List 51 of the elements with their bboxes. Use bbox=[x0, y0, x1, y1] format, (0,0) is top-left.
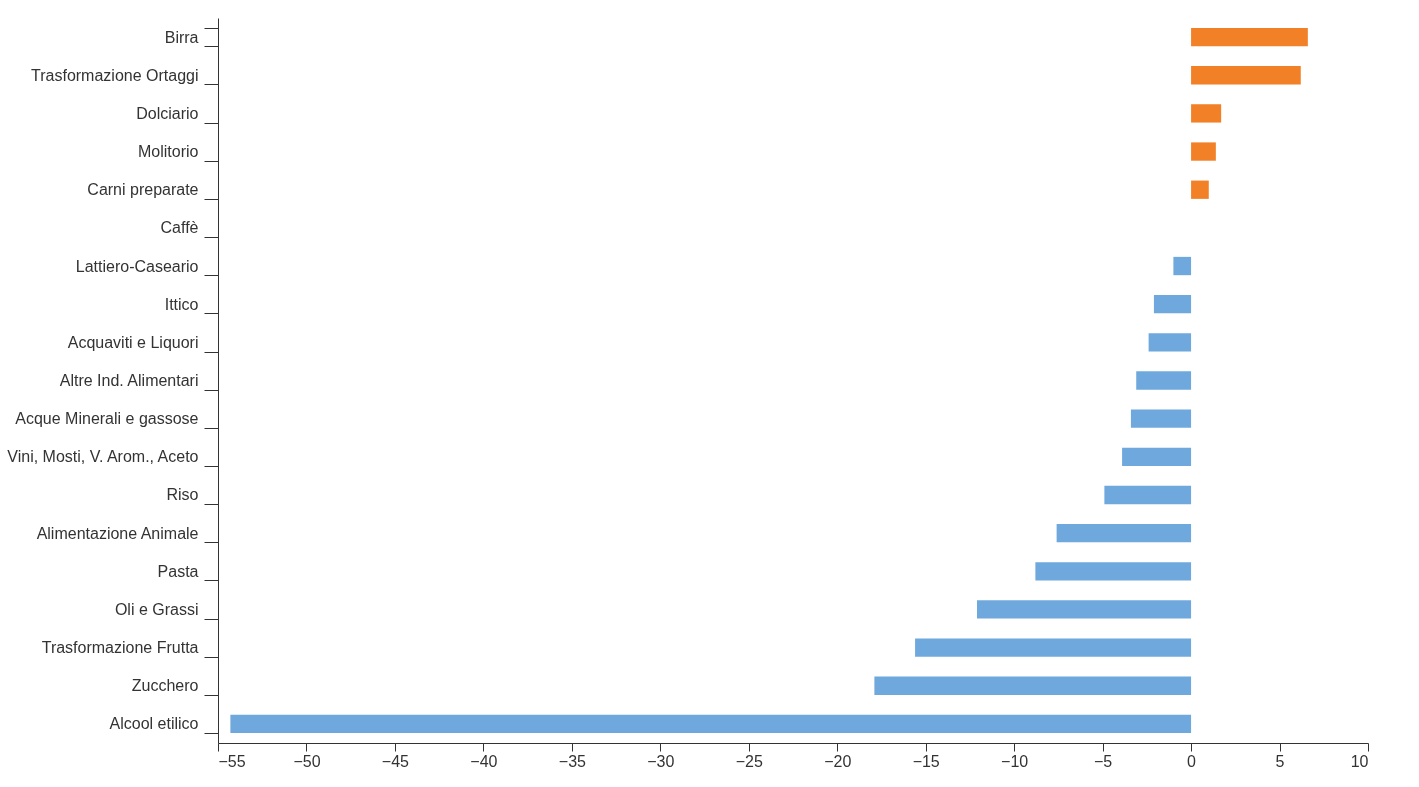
x-tick-label: −20 bbox=[824, 752, 852, 770]
x-tick-label: −35 bbox=[558, 752, 587, 770]
bar bbox=[1130, 409, 1192, 428]
y-tick-label: Lattiero-Caseario bbox=[75, 257, 199, 275]
y-tick-label: Zucchero bbox=[131, 677, 199, 695]
x-tick-label: 5 bbox=[1275, 752, 1285, 770]
y-tick-label: Oli e Grassi bbox=[114, 600, 199, 618]
y-tick-label: Molitorio bbox=[138, 143, 199, 161]
y-tick-label: Caffè bbox=[160, 219, 199, 237]
bar bbox=[915, 638, 1192, 657]
y-tick-label: Alcool etilico bbox=[109, 715, 199, 733]
bar bbox=[1191, 180, 1209, 199]
x-tick-label: −15 bbox=[912, 752, 940, 770]
y-tick-label: Vini, Mosti, V. Arom., Aceto bbox=[7, 448, 199, 466]
bar bbox=[874, 676, 1192, 695]
x-tick-label: 0 bbox=[1187, 752, 1197, 770]
bar bbox=[230, 714, 1192, 734]
y-tick-label: Alimentazione Animale bbox=[36, 524, 199, 542]
bar bbox=[1191, 104, 1222, 123]
y-tick-label: Acquaviti e Liquori bbox=[67, 333, 199, 351]
y-tick-label: Carni preparate bbox=[87, 181, 199, 199]
bar bbox=[1153, 295, 1192, 314]
bar bbox=[1191, 66, 1301, 85]
x-tick-label: −50 bbox=[293, 752, 321, 770]
y-tick-label: Trasformazione Ortaggi bbox=[31, 66, 199, 84]
y-tick-label: Acque Minerali e gassose bbox=[15, 410, 199, 428]
x-tick-label: −5 bbox=[1093, 752, 1113, 770]
y-tick-label: Trasformazione Frutta bbox=[41, 639, 199, 657]
x-tick-label: −55 bbox=[218, 752, 246, 770]
bar bbox=[1191, 142, 1216, 161]
bar bbox=[1104, 485, 1192, 505]
bar bbox=[1136, 371, 1192, 390]
y-tick-label: Ittico bbox=[164, 295, 199, 313]
y-tick-label: Riso bbox=[166, 486, 199, 504]
bar bbox=[1035, 562, 1192, 581]
bar bbox=[1148, 333, 1192, 352]
x-tick-label: −10 bbox=[1001, 752, 1029, 770]
x-tick-label: −25 bbox=[735, 752, 763, 770]
bar bbox=[1173, 256, 1192, 276]
bar bbox=[1056, 523, 1192, 543]
y-tick-label: Altre Ind. Alimentari bbox=[59, 372, 199, 389]
x-tick-label: −40 bbox=[470, 752, 498, 770]
y-tick-label: Dolciario bbox=[136, 104, 199, 122]
x-tick-label: 10 bbox=[1350, 752, 1369, 770]
bar bbox=[1191, 27, 1308, 47]
x-tick-label: −45 bbox=[381, 752, 410, 770]
y-tick-label: Birra bbox=[164, 28, 199, 46]
bar bbox=[1122, 447, 1192, 466]
y-tick-label: Pasta bbox=[157, 562, 199, 580]
bar bbox=[977, 600, 1192, 619]
x-tick-label: −30 bbox=[647, 752, 675, 770]
